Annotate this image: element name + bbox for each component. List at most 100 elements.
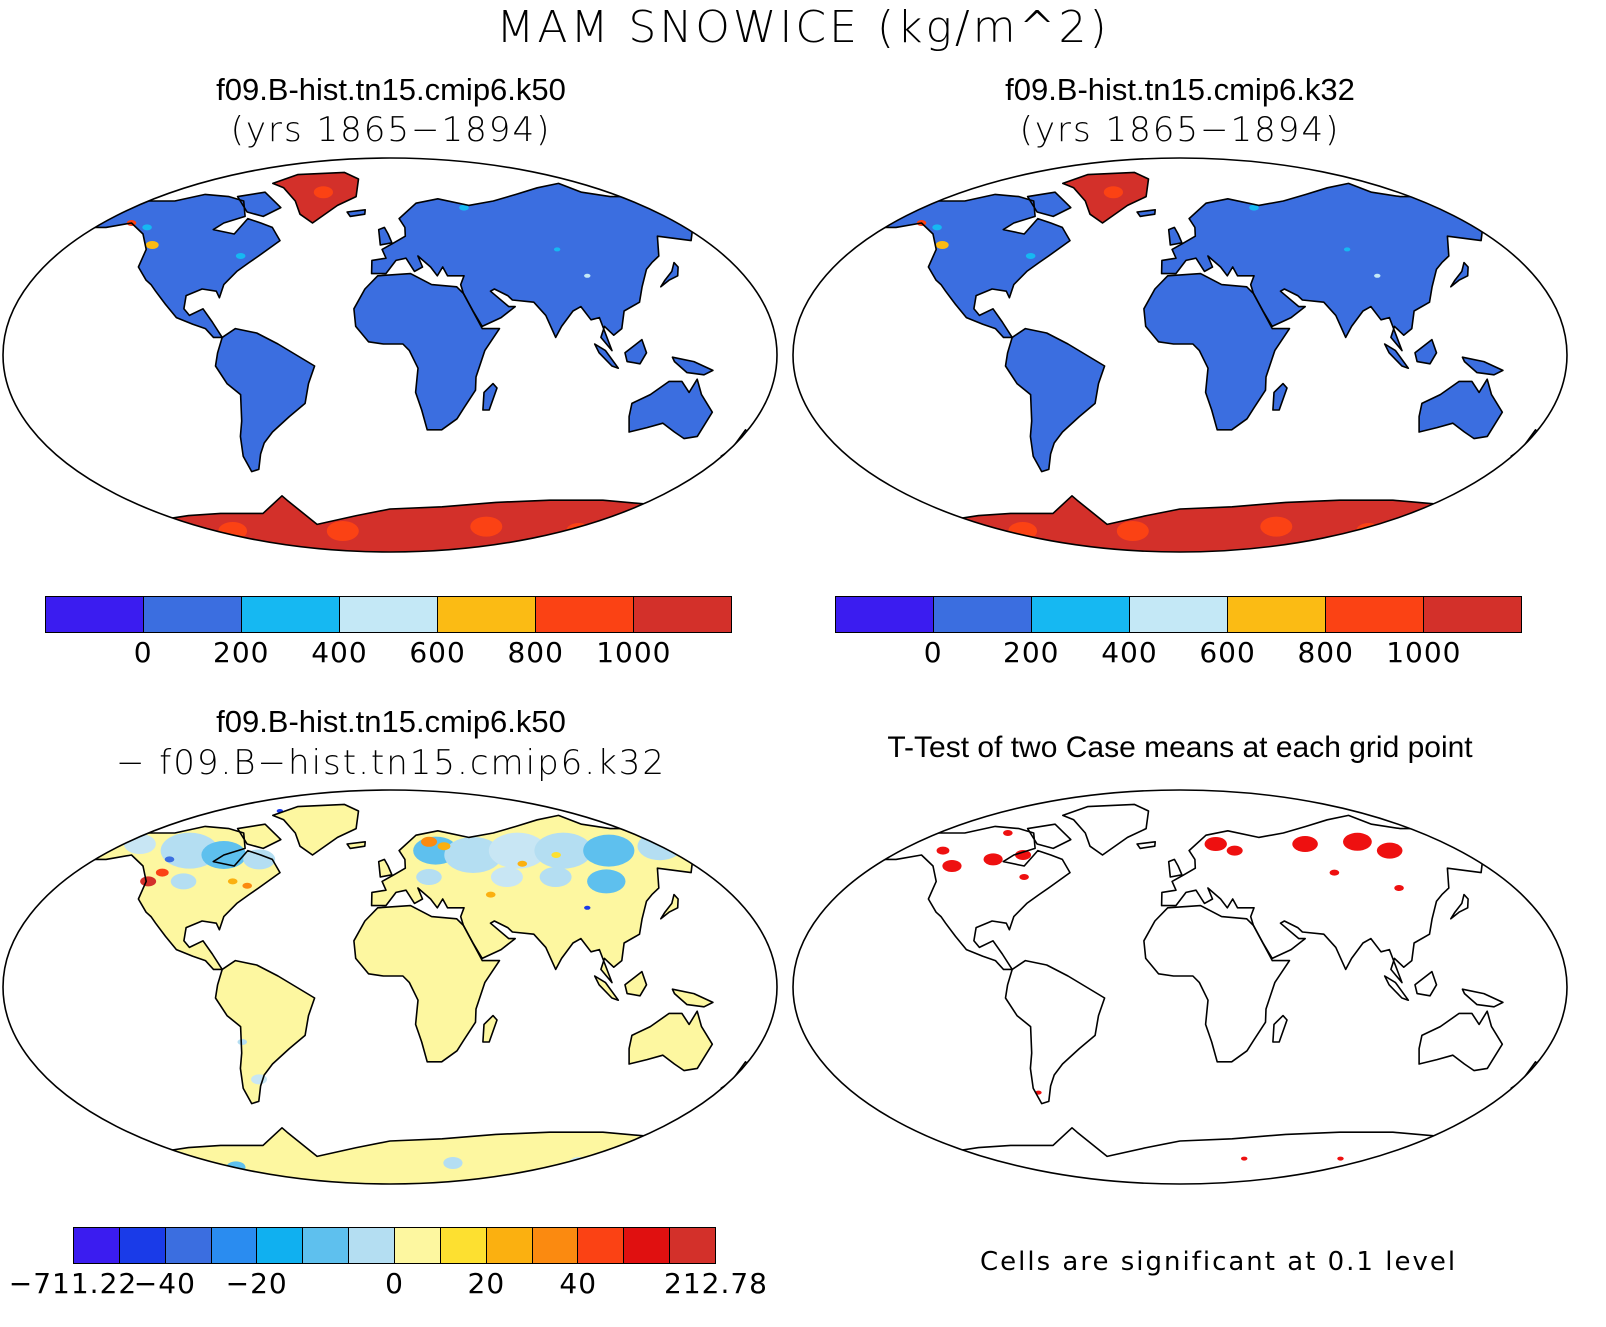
coastline-eurasia — [1160, 182, 1505, 352]
significant-cell — [1394, 885, 1404, 891]
snow-patch — [459, 204, 469, 211]
coastline-japan — [660, 893, 679, 920]
significant-cell — [942, 860, 962, 872]
coastline-iceland — [346, 209, 366, 218]
colorbar-tick-label: −40 — [133, 1267, 196, 1300]
difference-positive-patch — [551, 852, 561, 858]
snow-patch — [1249, 204, 1259, 211]
snow-patch — [553, 247, 561, 252]
panel3-title: f09.B-hist.tn15.cmip6.k50 — [216, 704, 566, 739]
coastline-eurasia — [1160, 814, 1505, 984]
colorbar-tick-label: 400 — [1101, 636, 1158, 669]
land-eurasia — [371, 183, 714, 351]
coastline-britain — [1167, 226, 1183, 246]
colorbar-case2 — [835, 596, 1522, 633]
map-border — [2, 157, 778, 553]
snow-patch — [1343, 247, 1351, 252]
land-sumatra — [594, 976, 619, 1001]
land-eurasia — [1161, 815, 1504, 983]
colorbar-swatch — [165, 1228, 212, 1263]
land-greenland — [272, 804, 359, 855]
coastline-japan — [1450, 893, 1469, 920]
colorbar-swatch — [1326, 597, 1424, 632]
land-britain — [1168, 227, 1182, 245]
snow-patch — [142, 224, 152, 231]
coastline-southAmerica — [1004, 327, 1106, 473]
map-border — [792, 789, 1568, 1185]
snow-patch — [1025, 253, 1036, 259]
land-africa — [353, 905, 500, 1062]
significant-cell — [1019, 874, 1029, 880]
difference-positive-patch — [517, 860, 528, 867]
land-baffin — [1027, 192, 1071, 217]
difference-positive-patch — [140, 876, 157, 887]
coastline-borneo — [1414, 970, 1438, 997]
colorbar-tick-label: 0 — [923, 636, 943, 669]
land-northAmerica — [89, 194, 280, 338]
colorbar-swatch — [257, 1228, 304, 1263]
coastline-greenland — [1062, 803, 1150, 856]
colorbar-swatch — [934, 597, 1032, 632]
difference-negative-patch — [443, 1157, 463, 1169]
panel1-title: f09.B-hist.tn15.cmip6.k50 — [216, 72, 566, 107]
land-antarctica — [85, 1127, 688, 1184]
coastline-australia — [1418, 1010, 1504, 1072]
land-greenland — [1062, 804, 1149, 855]
difference-negative-patch — [243, 849, 276, 870]
difference-negative-patch — [237, 1039, 248, 1045]
land-africa — [353, 273, 500, 430]
difference-strong-negative-patch — [584, 905, 591, 910]
land-baffin — [237, 824, 281, 849]
colorbar-swatch — [486, 1228, 533, 1263]
map-case2 — [792, 157, 1568, 553]
land-newGuinea — [672, 989, 713, 1007]
snow-patch — [145, 241, 159, 249]
colorbar-tick-label: 20 — [467, 1267, 506, 1300]
colorbar-swatch — [1130, 597, 1228, 632]
coastline-baffin — [1026, 191, 1072, 218]
coastline-borneo — [624, 970, 648, 997]
coastline-baffin — [236, 823, 282, 850]
ice-patch — [313, 186, 333, 199]
colorbar-tick-label: 40 — [559, 1267, 598, 1300]
land-africa — [1143, 905, 1290, 1062]
land-baffin — [1027, 824, 1071, 849]
land-borneo — [625, 971, 647, 996]
land-borneo — [1415, 971, 1437, 996]
colorbar-tick-label: 212.78 — [664, 1267, 768, 1300]
colorbar-swatch — [119, 1228, 166, 1263]
colorbar-swatch — [536, 597, 634, 632]
colorbar-tick-label: −711.22 — [8, 1267, 138, 1300]
land-antarctica — [85, 495, 688, 552]
coastline-iceland — [1136, 209, 1156, 218]
land-antarctica — [875, 1127, 1478, 1184]
coastline-antarctica — [874, 495, 1478, 526]
colorbar-swatch — [836, 597, 934, 632]
significant-cell — [1343, 832, 1372, 851]
land-northAmerica — [89, 826, 280, 970]
snow-patch — [935, 241, 949, 249]
coastline-madagascar — [1272, 382, 1288, 411]
difference-negative-patch — [170, 873, 197, 890]
coastline-africa — [353, 272, 501, 431]
difference-negative-patch — [416, 869, 442, 885]
land-northAmerica — [879, 194, 1070, 338]
difference-negative-patch — [587, 869, 626, 894]
colorbar-tick-label: 600 — [409, 636, 466, 669]
colorbar-tick-label: 0 — [385, 1267, 404, 1300]
ice-patch — [1103, 186, 1123, 199]
significant-cell — [1015, 850, 1032, 860]
snow-patch — [1466, 215, 1477, 222]
difference-negative-patch — [490, 867, 523, 887]
coastline-northAmerica — [878, 825, 1071, 971]
coastline-britain — [377, 858, 393, 878]
significant-cell — [1226, 845, 1243, 856]
coastline-newGuinea — [1461, 988, 1504, 1008]
panel3-subtitle: − f09.B−hist.tn15.cmip6.k32 — [115, 743, 667, 783]
difference-positive-patch — [437, 842, 451, 851]
coastline-africa — [1143, 904, 1291, 1063]
land-australia — [1419, 379, 1503, 439]
map-case1 — [2, 157, 778, 553]
difference-positive-patch — [242, 882, 253, 889]
colorbar-swatch — [242, 597, 340, 632]
